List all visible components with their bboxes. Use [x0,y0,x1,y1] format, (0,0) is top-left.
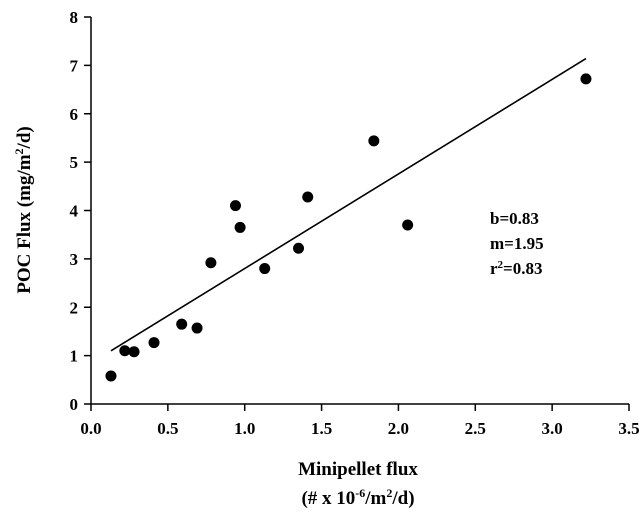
axes: 0.0 0.5 1.0 1.5 2.0 2.5 3.0 3.5 0 1 2 3 4 5 6 7 8 [70,8,640,438]
x-tick-label: 2.5 [465,419,486,438]
x-ticks: 0.0 0.5 1.0 1.5 2.0 2.5 3.0 3.5 [80,404,640,438]
data-point [119,345,131,357]
data-point [128,346,140,358]
data-point [302,191,314,203]
x-tick-label: 0.0 [80,419,101,438]
slope-label: m=1.95 [490,234,544,253]
data-point [402,219,414,231]
y-axis-title: POC Flux (mg/m2/d) [12,126,35,294]
y-tick-label: 2 [70,298,79,317]
y-tick-label: 1 [70,347,79,366]
r-squared-label: r2=0.83 [490,259,542,278]
x-axis-title-units: (# x 10-6/m2/d) [301,486,414,509]
y-tick-label: 6 [70,105,79,124]
data-point [191,322,203,334]
fit-statistics: b=0.83 m=1.95 r2=0.83 [490,209,544,278]
intercept-label: b=0.83 [490,209,539,228]
x-tick-label: 0.5 [157,419,178,438]
data-point [148,337,160,349]
y-tick-label: 3 [70,250,79,269]
regression-line [110,57,587,352]
x-tick-label: 3.0 [542,419,563,438]
data-point [105,370,117,382]
x-tick-label: 1.5 [311,419,332,438]
data-points [105,73,592,382]
data-point [234,221,246,233]
x-tick-label: 1.0 [234,419,255,438]
y-tick-label: 5 [70,153,79,172]
data-point [368,135,380,147]
x-tick-label: 2.0 [388,419,409,438]
data-point [259,263,271,275]
data-point [580,73,592,85]
data-point [293,242,305,254]
data-point [205,257,217,269]
x-tick-label: 3.5 [618,419,639,438]
y-tick-label: 7 [70,56,79,75]
y-ticks: 0 1 2 3 4 5 6 7 8 [70,8,91,414]
x-axis-title: Minipellet flux [298,459,418,480]
data-point [176,318,188,330]
y-tick-label: 8 [70,8,79,27]
data-point [229,200,241,212]
y-tick-label: 4 [70,202,79,221]
y-tick-label: 0 [70,395,79,414]
